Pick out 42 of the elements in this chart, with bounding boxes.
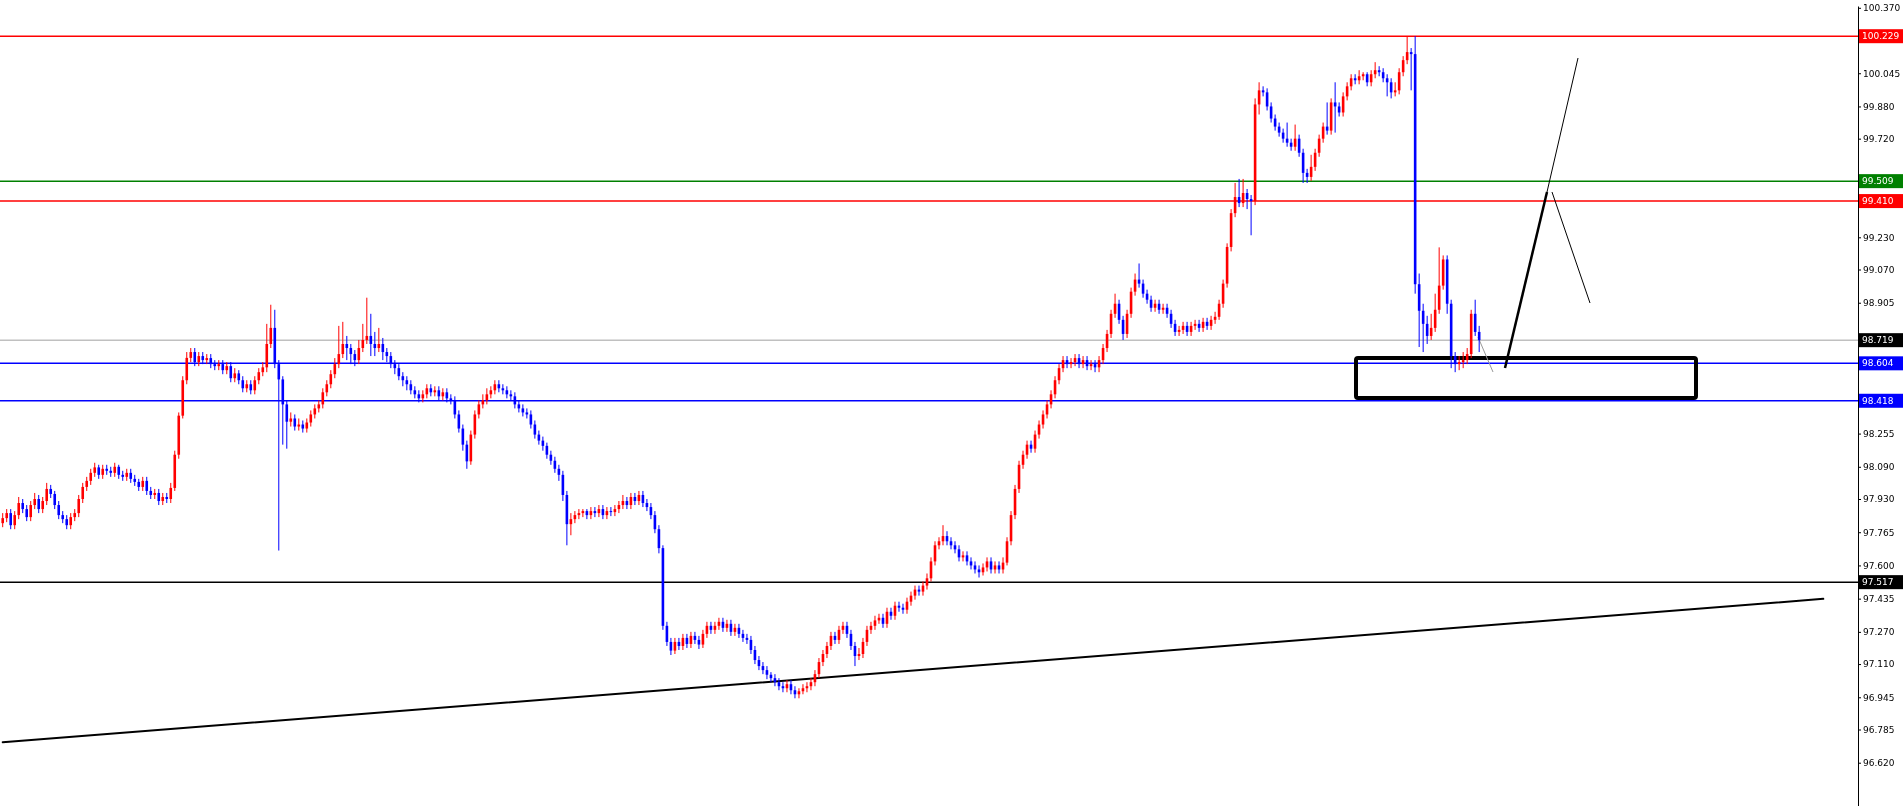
candlestick bbox=[81, 482, 85, 504]
y-tick-label: 98.905 bbox=[1863, 298, 1895, 309]
y-tick-label: 97.435 bbox=[1863, 594, 1895, 605]
y-tick-label: 96.620 bbox=[1863, 758, 1895, 769]
candlestick bbox=[169, 482, 173, 504]
y-tick-label: 99.880 bbox=[1863, 101, 1895, 112]
y-tick-label: 100.370 bbox=[1863, 3, 1901, 14]
candlestick bbox=[45, 482, 49, 506]
y-tick-label: 97.600 bbox=[1863, 560, 1895, 571]
candlestick bbox=[13, 510, 17, 530]
y-tick-label: 96.785 bbox=[1863, 724, 1895, 735]
y-tick-label: 97.270 bbox=[1863, 627, 1895, 638]
candlestick bbox=[37, 494, 41, 514]
ref-line-label: 98.418 bbox=[1862, 395, 1894, 406]
candlestick bbox=[9, 508, 12, 530]
ref-line-label: 99.509 bbox=[1862, 176, 1894, 187]
candlestick bbox=[269, 304, 273, 349]
candlestick bbox=[265, 323, 269, 373]
y-tick-label: 100.045 bbox=[1863, 68, 1901, 79]
ref-line-label: 98.719 bbox=[1862, 335, 1894, 346]
candlestick bbox=[297, 417, 301, 432]
y-tick-label: 97.930 bbox=[1863, 494, 1895, 505]
candlestick bbox=[253, 375, 257, 395]
candlestick bbox=[145, 476, 149, 496]
y-tick-label: 97.765 bbox=[1863, 527, 1895, 538]
candlestick bbox=[29, 500, 33, 522]
y-tick-label: 96.945 bbox=[1863, 692, 1895, 703]
ref-line-label: 100.229 bbox=[1862, 31, 1900, 42]
y-tick-label: 97.110 bbox=[1863, 659, 1895, 670]
y-tick-label: 99.720 bbox=[1863, 134, 1895, 145]
ref-line-label: 97.517 bbox=[1862, 577, 1894, 588]
candlestick bbox=[17, 496, 21, 520]
y-tick-label: 99.070 bbox=[1863, 264, 1895, 275]
candlestick bbox=[77, 494, 81, 518]
y-tick-label: 98.090 bbox=[1863, 462, 1895, 473]
ref-line-label: 98.604 bbox=[1862, 358, 1894, 369]
candlestick bbox=[53, 490, 57, 510]
y-tick-label: 99.230 bbox=[1863, 232, 1895, 243]
ref-line-label: 99.410 bbox=[1862, 196, 1894, 207]
candlestick bbox=[57, 500, 61, 520]
candlestick bbox=[185, 351, 189, 385]
y-tick-label: 98.255 bbox=[1863, 428, 1895, 439]
